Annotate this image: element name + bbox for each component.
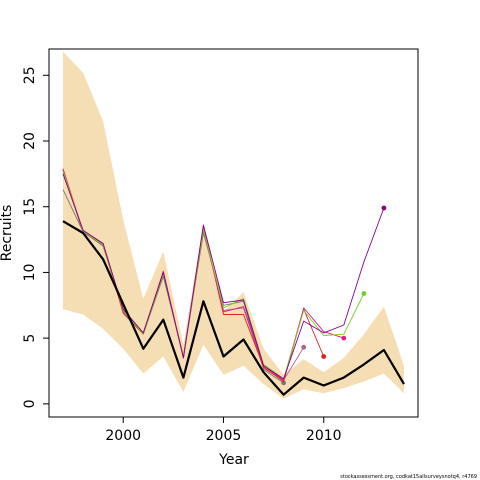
series-endpoint-retro-4 xyxy=(341,335,347,341)
series-endpoint-retro-1 xyxy=(281,380,286,386)
y-tick-label: 20 xyxy=(22,132,38,150)
y-tick-label: 10 xyxy=(22,264,38,282)
y-tick-label: 5 xyxy=(22,334,38,343)
series-endpoint-retro-2 xyxy=(301,344,307,350)
series-layer xyxy=(62,168,405,396)
y-tick-label: 15 xyxy=(22,198,38,216)
x-tick-label: 2005 xyxy=(206,428,242,444)
y-tick-label: 25 xyxy=(22,66,38,84)
x-axis-title: Year xyxy=(218,452,249,468)
plot-frame xyxy=(48,48,419,418)
y-axis: 0 5 10 15 20 25 xyxy=(22,66,49,408)
y-axis-title: Recruits xyxy=(0,205,15,262)
y-tick-label: 0 xyxy=(22,399,38,408)
x-tick-label: 2010 xyxy=(306,428,342,444)
x-tick-label: 2000 xyxy=(105,428,141,444)
x-axis: 2000 2005 2010 xyxy=(105,417,342,444)
series-line-estimate xyxy=(62,220,405,396)
series-endpoint-retro-3 xyxy=(321,354,327,359)
confidence-band-layer xyxy=(63,51,404,399)
confidence-band xyxy=(63,51,404,399)
series-endpoint-retro-5 xyxy=(361,291,367,296)
footnote: stockassessment.org, codkat15allsurveysn… xyxy=(340,474,477,480)
series-endpoint-retro-6 xyxy=(381,205,387,211)
